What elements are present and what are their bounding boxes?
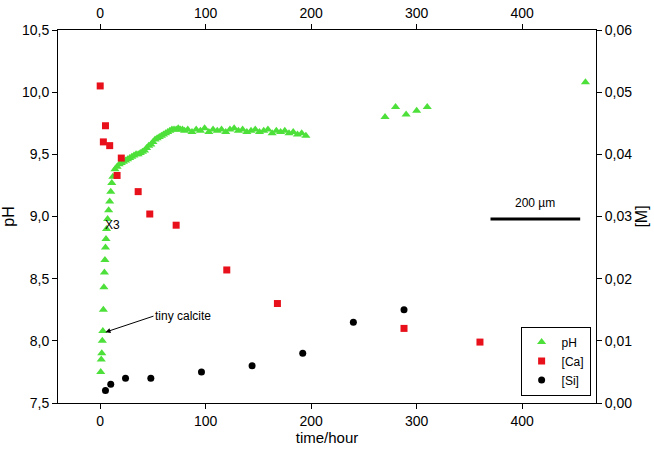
svg-text:0,04: 0,04 [605,146,632,162]
svg-text:8,0: 8,0 [30,333,50,349]
svg-text:time/hour: time/hour [296,429,359,446]
svg-text:200 µm: 200 µm [515,196,555,210]
svg-text:0,06: 0,06 [605,22,632,38]
svg-text:tiny calcite: tiny calcite [155,309,211,323]
svg-text:100: 100 [194,5,218,21]
svg-text:0,05: 0,05 [605,84,632,100]
svg-text:300: 300 [405,5,429,21]
svg-text:10,0: 10,0 [22,84,49,100]
svg-text:400: 400 [510,413,534,429]
svg-text:9,5: 9,5 [30,146,50,162]
svg-text:7,5: 7,5 [30,395,50,411]
svg-text:pH: pH [0,206,17,226]
svg-text:[M]: [M] [633,205,650,227]
svg-text:10,5: 10,5 [22,22,49,38]
svg-text:0: 0 [96,5,104,21]
svg-text:100: 100 [194,413,218,429]
svg-text:400: 400 [510,5,534,21]
svg-text:300: 300 [405,413,429,429]
svg-text:0,00: 0,00 [605,395,632,411]
svg-text:[Si]: [Si] [562,374,579,388]
svg-text:9,0: 9,0 [30,208,50,224]
svg-text:X3: X3 [105,218,120,232]
svg-text:8,5: 8,5 [30,271,50,287]
svg-text:200: 200 [300,5,324,21]
svg-text:pH: pH [562,336,577,350]
svg-text:[Ca]: [Ca] [562,355,584,369]
svg-text:200: 200 [300,413,324,429]
svg-text:0,03: 0,03 [605,208,632,224]
svg-text:0,01: 0,01 [605,333,632,349]
svg-text:0,02: 0,02 [605,271,632,287]
svg-text:0: 0 [96,413,104,429]
